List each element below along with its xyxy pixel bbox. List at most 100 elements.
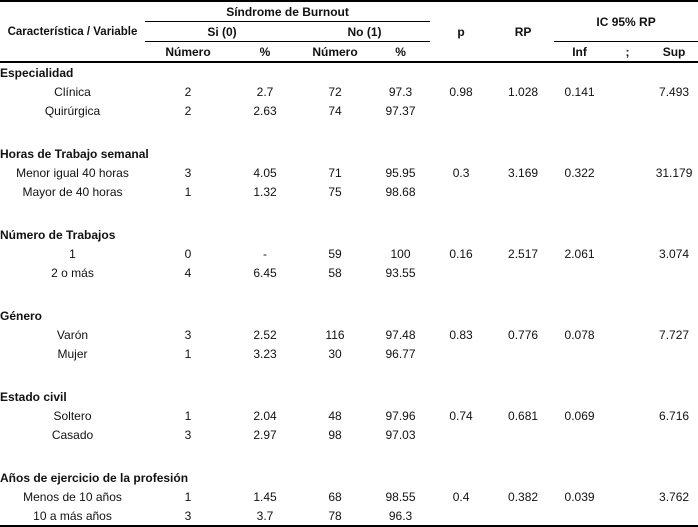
cell-inf: 0.039	[564, 489, 595, 504]
cell-separator	[605, 325, 650, 344]
cell-inf: 0.069	[564, 408, 595, 423]
cell-numero-no: 75	[328, 184, 342, 199]
cell-numero-si: 3	[184, 427, 192, 442]
cell-rp	[492, 101, 554, 120]
cell-pct-si: 2.04	[253, 408, 277, 423]
cell-numero-si: 1	[184, 184, 192, 199]
section-title: Género	[0, 308, 43, 323]
cell-pct-si: 2.63	[253, 103, 277, 118]
cell-sup: 31.179	[655, 165, 693, 180]
cell-numero-si: 3	[184, 508, 192, 523]
cell-inf	[554, 425, 605, 444]
row-label: Menor igual 40 horas	[16, 165, 129, 180]
cell-numero-no: 58	[328, 265, 342, 280]
section-title: Especialidad	[0, 65, 74, 80]
group-header-ic95: IC 95% RP	[554, 1, 698, 42]
section-header-horas: Horas de Trabajo semanal	[0, 144, 698, 163]
column-header-p: p	[430, 1, 493, 63]
cell-numero-si: 1	[184, 489, 192, 504]
cell-rp	[492, 425, 554, 444]
header-row-1: Característica / Variable Síndrome de Bu…	[0, 1, 698, 63]
row-label: 10 a más años	[33, 508, 112, 523]
section-title: Años de ejercicio de la profesión	[0, 470, 189, 485]
table-row: 1 0 - 59 100 0.16 2.517 2.061 3.074	[0, 244, 698, 263]
cell-pct-no: 97.48	[385, 327, 416, 342]
table-row: Clínica 2 2.7 72 97.3 0.98 1.028 0.141 7…	[0, 82, 698, 101]
column-header-numero-si: Número	[145, 41, 231, 63]
cell-pct-si: 2.52	[253, 327, 277, 342]
cell-rp: 1.028	[508, 84, 539, 99]
cell-pct-no: 98.68	[385, 184, 416, 199]
cell-pct-si: 3.7	[256, 508, 274, 523]
spacer-row	[0, 282, 698, 306]
cell-p	[430, 101, 492, 120]
cell-sup	[650, 263, 698, 282]
column-header-numero-no: Número	[299, 41, 371, 63]
cell-numero-no: 68	[328, 489, 342, 504]
cell-pct-no: 97.96	[385, 408, 416, 423]
cell-numero-si: 2	[184, 84, 192, 99]
cell-numero-no: 78	[328, 508, 342, 523]
cell-p: 0.83	[449, 327, 473, 342]
row-label: Quirúrgica	[44, 103, 101, 118]
cell-p	[430, 182, 492, 201]
cell-inf	[554, 182, 605, 201]
row-label: Varón	[56, 327, 89, 342]
cell-inf: 0.141	[564, 84, 595, 99]
cell-pct-no: 98.55	[385, 489, 416, 504]
cell-inf: 2.061	[564, 246, 595, 261]
cell-numero-si: 3	[184, 327, 192, 342]
cell-numero-si: 2	[184, 103, 192, 118]
cell-inf: 0.078	[564, 327, 595, 342]
cell-pct-no: 96.3	[388, 508, 413, 523]
cell-rp: 2.517	[508, 246, 539, 261]
cell-numero-si: 4	[184, 265, 192, 280]
cell-numero-si: 0	[184, 246, 192, 261]
cell-p	[430, 506, 492, 526]
table-row: Menos de 10 años 1 1.45 68 98.55 0.4 0.3…	[0, 487, 698, 506]
section-title: Estado civil	[0, 389, 67, 404]
row-label: Mujer	[57, 346, 88, 361]
cell-numero-no: 71	[328, 165, 342, 180]
table-row: 2 o más 4 6.45 58 93.55	[0, 263, 698, 282]
cell-numero-no: 48	[328, 408, 342, 423]
cell-p: 0.4	[452, 489, 470, 504]
cell-pct-no: 96.77	[385, 346, 416, 361]
column-header-pct-si: %	[231, 41, 299, 63]
group-header-burnout: Síndrome de Burnout	[145, 1, 431, 22]
cell-pct-si: 3.23	[253, 346, 277, 361]
cell-separator	[605, 163, 650, 182]
cell-rp	[492, 182, 554, 201]
cell-sup: 7.727	[659, 327, 690, 342]
table-row: Mayor de 40 horas 1 1.32 75 98.68	[0, 182, 698, 201]
spacer-row	[0, 120, 698, 144]
cell-pct-si: 1.45	[253, 489, 277, 504]
table-row: Mujer 1 3.23 30 96.77	[0, 344, 698, 363]
group-header-si: Si (0)	[145, 21, 299, 42]
table-body: Especialidad Clínica 2 2.7 72 97.3 0.98 …	[0, 62, 698, 526]
cell-pct-no: 97.37	[385, 103, 416, 118]
cell-rp: 3.169	[508, 165, 539, 180]
table-row: Menor igual 40 horas 3 4.05 71 95.95 0.3…	[0, 163, 698, 182]
cell-numero-si: 1	[184, 346, 192, 361]
cell-inf	[554, 344, 605, 363]
cell-sup	[650, 425, 698, 444]
cell-pct-si: 2.7	[256, 84, 274, 99]
cell-numero-si: 1	[184, 408, 192, 423]
section-title: Horas de Trabajo semanal	[0, 146, 149, 161]
section-header-anos-profesion: Años de ejercicio de la profesión	[0, 468, 698, 487]
cell-separator	[605, 425, 650, 444]
cell-pct-no: 93.55	[385, 265, 416, 280]
row-label: Casado	[51, 427, 94, 442]
table-row: Quirúrgica 2 2.63 74 97.37	[0, 101, 698, 120]
cell-p: 0.3	[452, 165, 470, 180]
row-label: Soltero	[53, 408, 92, 423]
cell-sup: 3.762	[659, 489, 690, 504]
cell-pct-si: 6.45	[253, 265, 277, 280]
cell-p	[430, 263, 492, 282]
cell-separator	[605, 506, 650, 526]
cell-pct-si: -	[263, 246, 267, 261]
cell-p: 0.16	[449, 246, 473, 261]
cell-p	[430, 425, 492, 444]
spacer-row	[0, 363, 698, 387]
